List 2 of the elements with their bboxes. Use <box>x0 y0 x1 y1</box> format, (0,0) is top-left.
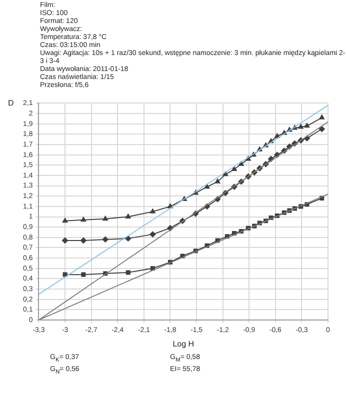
x-axis-title: Log H <box>172 339 194 348</box>
y-axis-title: D <box>8 98 14 108</box>
